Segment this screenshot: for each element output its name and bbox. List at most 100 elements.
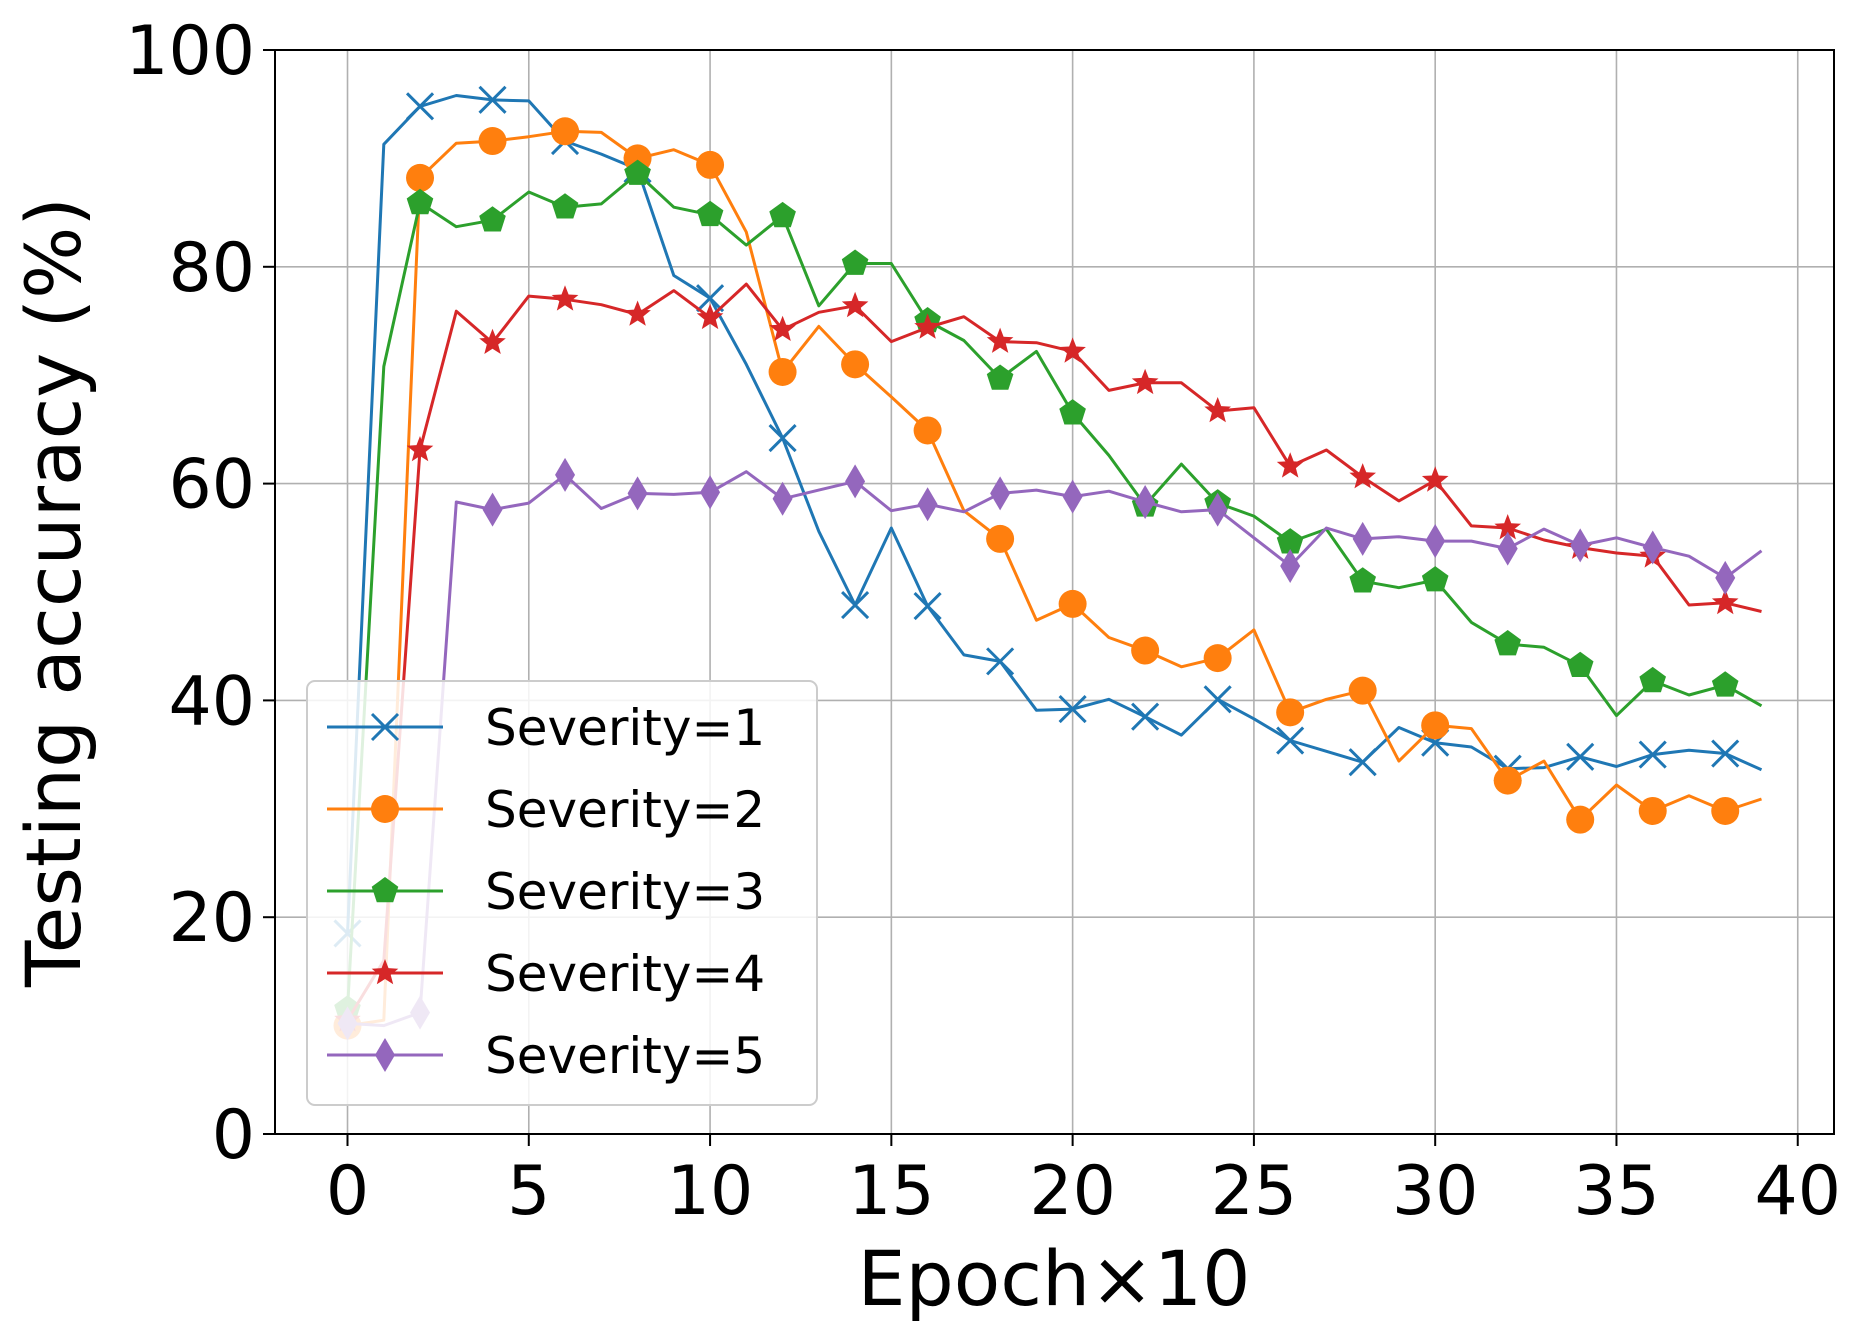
x-tick-label: 35 — [1573, 1152, 1660, 1231]
legend: Severity=1 Severity=2 Severity=3 Severity=4… — [306, 680, 818, 1106]
data-point — [482, 492, 503, 527]
data-point — [551, 193, 579, 219]
data-point — [914, 313, 941, 339]
data-point — [478, 127, 507, 156]
x-tick-label: 30 — [1392, 1152, 1479, 1231]
data-point — [696, 150, 725, 179]
data-point — [624, 159, 651, 185]
data-point — [1352, 521, 1373, 556]
y-tick-label: 60 — [168, 446, 255, 525]
legend-swatch-marker — [370, 712, 400, 742]
data-point — [1348, 676, 1377, 705]
legend-label: Severity=1 — [485, 699, 765, 757]
legend-entry: Severity=3 — [327, 863, 765, 921]
y-tick-label: 40 — [168, 662, 255, 741]
data-point — [1642, 530, 1663, 565]
series-line — [346, 172, 1763, 1010]
data-point — [841, 249, 869, 275]
data-point — [406, 436, 434, 462]
series-line — [347, 470, 1763, 1028]
data-point — [1711, 671, 1739, 697]
data-point — [768, 424, 797, 453]
data-point-stroke — [1131, 702, 1160, 731]
data-point — [1711, 588, 1739, 615]
data-point — [841, 291, 869, 318]
data-point-stroke — [1348, 748, 1377, 777]
legend-swatch-marker — [371, 795, 399, 823]
data-point — [768, 357, 797, 386]
data-point — [990, 476, 1011, 511]
data-point — [1494, 514, 1521, 540]
data-point — [1349, 463, 1376, 489]
legend-entry: Severity=1 — [327, 699, 765, 757]
data-point-stroke — [478, 85, 507, 114]
data-point — [917, 487, 938, 522]
data-point — [1276, 726, 1305, 755]
data-point — [1276, 698, 1305, 727]
data-point — [479, 206, 506, 232]
series-line — [346, 94, 1763, 934]
data-point — [1135, 485, 1156, 520]
data-point-stroke — [1203, 685, 1232, 714]
legend-entry: Severity=2 — [327, 781, 765, 839]
x-tick-label: 20 — [1029, 1152, 1116, 1231]
data-point — [1276, 452, 1304, 478]
data-point — [406, 188, 434, 215]
x-tick-label: 0 — [326, 1152, 369, 1231]
data-point — [1131, 702, 1160, 731]
data-point — [986, 647, 1015, 676]
data-point — [405, 92, 435, 121]
x-tick-label: 10 — [667, 1152, 754, 1231]
data-point-stroke — [696, 284, 725, 313]
data-point — [478, 85, 507, 114]
data-point — [769, 201, 796, 228]
data-point — [1715, 560, 1736, 595]
x-tick-label: 5 — [507, 1152, 550, 1231]
data-point-stroke — [405, 92, 435, 121]
data-point — [1421, 711, 1450, 740]
data-point — [1711, 796, 1740, 825]
data-point — [551, 285, 579, 311]
data-point — [406, 163, 435, 192]
data-point — [1493, 766, 1522, 795]
data-point — [841, 350, 870, 379]
data-point — [1639, 666, 1666, 693]
data-point — [1280, 548, 1301, 583]
series-line — [346, 282, 1762, 1021]
legend-entry: Severity=5 — [327, 1027, 765, 1085]
series-line — [347, 129, 1762, 1028]
data-point — [1203, 644, 1232, 673]
data-point — [1425, 524, 1446, 559]
axis-ticks: 0 5 10 15 20 25 30 35 40 0 20 40 60 80 100 — [125, 12, 1841, 1231]
y-tick-label: 0 — [212, 1096, 255, 1175]
legend-swatch-marker-stroke — [370, 712, 400, 742]
y-tick-label: 100 — [125, 12, 255, 91]
data-point — [772, 481, 793, 516]
data-point — [1131, 636, 1160, 665]
data-point-stroke — [841, 590, 870, 620]
data-point — [1276, 528, 1304, 554]
data-point — [1638, 740, 1667, 769]
data-point — [769, 315, 796, 341]
data-point — [700, 475, 721, 510]
y-axis-label: Testing accuracy (%) — [9, 197, 98, 988]
data-point — [986, 327, 1014, 353]
data-point-stroke — [1058, 695, 1087, 724]
legend-label: Severity=2 — [485, 781, 765, 839]
legend-swatch-marker — [371, 877, 399, 903]
data-point — [1566, 742, 1595, 771]
data-point-stroke — [1276, 726, 1305, 755]
data-point — [1349, 567, 1376, 593]
data-point — [1421, 566, 1449, 592]
data-point — [479, 328, 506, 354]
legend-label: Severity=3 — [485, 863, 765, 921]
data-point — [913, 416, 942, 445]
legend-swatch-marker — [371, 959, 399, 985]
data-point — [1058, 589, 1087, 618]
data-point — [1494, 630, 1521, 656]
legend-label: Severity=5 — [485, 1027, 765, 1085]
legend-swatch-marker — [375, 1038, 395, 1072]
data-point — [1421, 466, 1449, 492]
data-point-stroke — [1566, 742, 1595, 771]
